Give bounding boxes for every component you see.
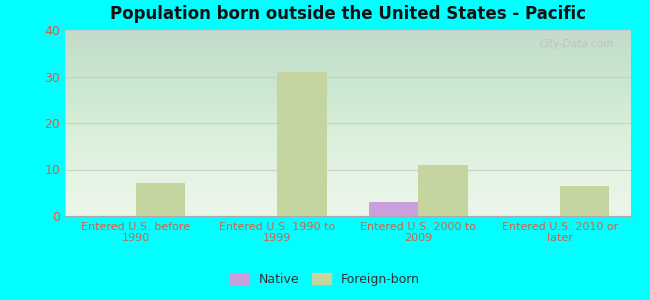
Bar: [560, 186, 609, 216]
Bar: [277, 72, 326, 216]
Bar: [136, 183, 185, 216]
Bar: [369, 202, 419, 216]
Text: City-Data.com: City-Data.com: [540, 39, 614, 49]
Legend: Native, Foreign-born: Native, Foreign-born: [225, 268, 425, 291]
Bar: [419, 165, 468, 216]
Title: Population born outside the United States - Pacific: Population born outside the United State…: [110, 5, 586, 23]
